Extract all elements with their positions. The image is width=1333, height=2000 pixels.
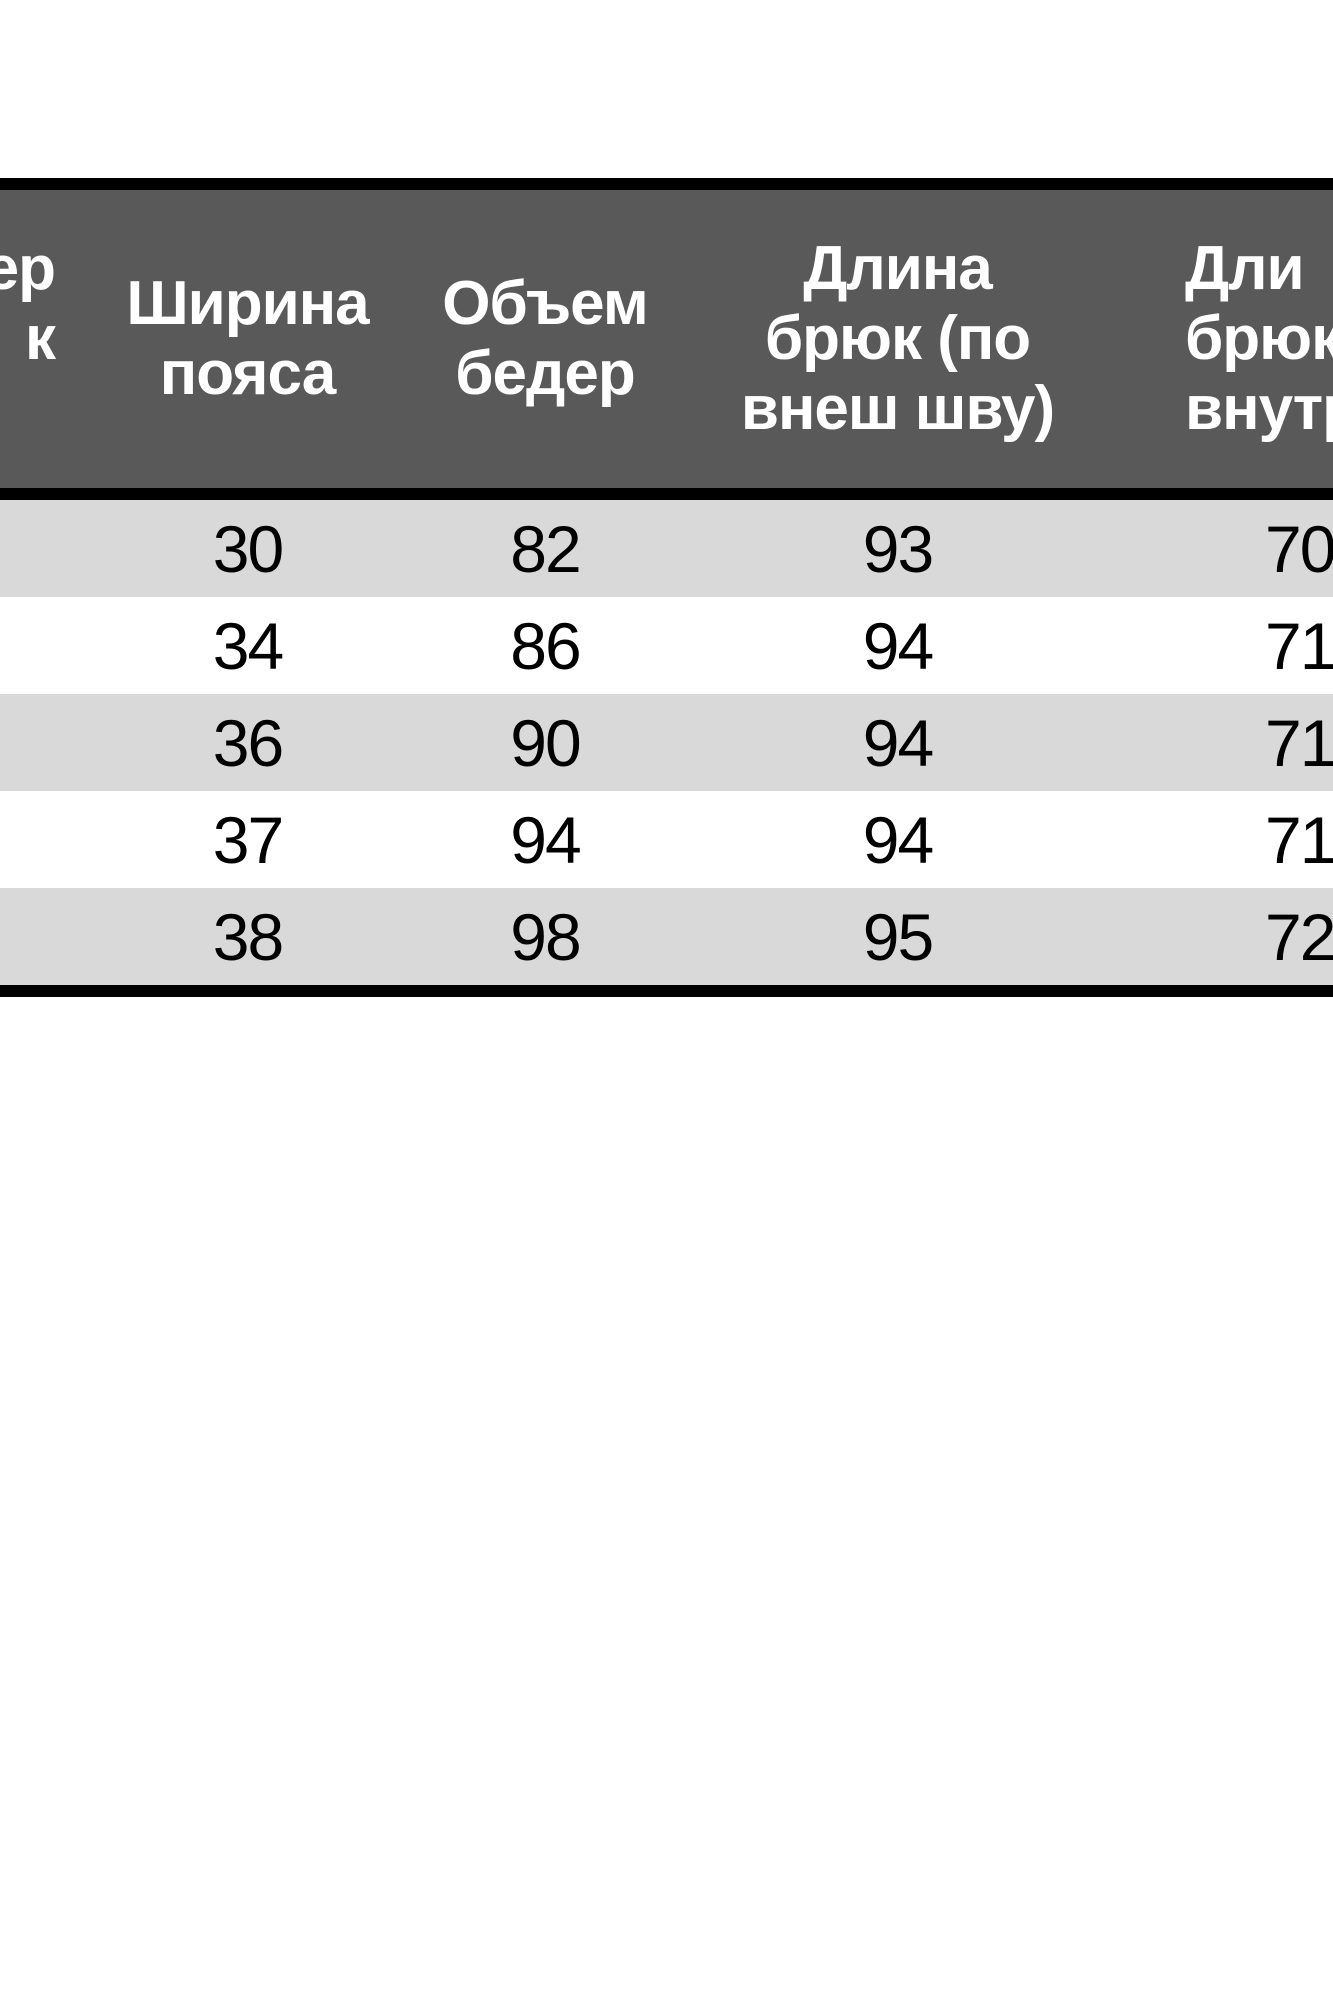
- size-chart-table: ер к Ширина пояса Объем бедер Длина брюк…: [0, 178, 1333, 997]
- cell-waist-width: 36: [212, 705, 284, 780]
- cell-outer-seam-length: 95: [862, 899, 934, 974]
- table-header-bottom-border: [0, 488, 1333, 500]
- header-line: бедер: [455, 339, 635, 408]
- column-header-size: ер к: [0, 190, 95, 488]
- header-line: к: [24, 304, 56, 373]
- cell-outer-seam-length: 94: [862, 802, 934, 877]
- table-bottom-border: [0, 985, 1333, 997]
- header-line: внеш шву): [740, 374, 1055, 443]
- cell-size: [0, 500, 95, 597]
- cell-inner-seam-length: 70: [1265, 511, 1333, 586]
- table-row: 34 86 94 71: [0, 597, 1333, 694]
- header-line: Длина: [803, 234, 993, 303]
- cell-size: [0, 888, 95, 985]
- cell-outer-seam-length: 93: [862, 511, 934, 586]
- cell-waist-width: 37: [212, 802, 284, 877]
- cell-size: [0, 694, 95, 791]
- column-header-outer-seam-length: Длина брюк (по внеш шву): [690, 190, 1105, 488]
- header-line: Дли: [1185, 234, 1305, 303]
- cell-hip-volume: 98: [510, 899, 581, 974]
- cell-waist-width: 30: [212, 511, 284, 586]
- cell-outer-seam-length: 94: [862, 705, 934, 780]
- column-header-hip-volume: Объем бедер: [400, 190, 690, 488]
- table-top-border: [0, 178, 1333, 190]
- cell-hip-volume: 94: [510, 802, 581, 877]
- cell-size: [0, 791, 95, 888]
- table-body: 30 82 93 70 34 86 94 71 36 90 94 71 37 9…: [0, 500, 1333, 985]
- column-header-inner-seam-length: Дли брюк внутр: [1105, 190, 1333, 488]
- table-header-row: ер к Ширина пояса Объем бедер Длина брюк…: [0, 190, 1333, 488]
- cell-inner-seam-length: 71: [1265, 705, 1333, 780]
- header-line: Объем: [442, 269, 648, 338]
- cell-waist-width: 34: [212, 608, 284, 683]
- table-row: 36 90 94 71: [0, 694, 1333, 791]
- cell-inner-seam-length: 72: [1265, 899, 1333, 974]
- cell-hip-volume: 90: [510, 705, 581, 780]
- header-line: ер: [0, 234, 56, 303]
- cell-inner-seam-length: 71: [1265, 608, 1333, 683]
- column-header-waist-width: Ширина пояса: [95, 190, 400, 488]
- header-line: брюк (по: [764, 304, 1031, 373]
- cell-outer-seam-length: 94: [862, 608, 934, 683]
- cell-size: [0, 597, 95, 694]
- header-line: внутр: [1185, 374, 1333, 443]
- table-row: 38 98 95 72: [0, 888, 1333, 985]
- header-line: пояса: [159, 339, 336, 408]
- table-row: 30 82 93 70: [0, 500, 1333, 597]
- cell-inner-seam-length: 71: [1265, 802, 1333, 877]
- cell-waist-width: 38: [212, 899, 284, 974]
- table-row: 37 94 94 71: [0, 791, 1333, 888]
- header-line: брюк: [1185, 304, 1333, 373]
- cell-hip-volume: 82: [510, 511, 581, 586]
- header-line: Ширина: [126, 269, 369, 338]
- cell-hip-volume: 86: [510, 608, 581, 683]
